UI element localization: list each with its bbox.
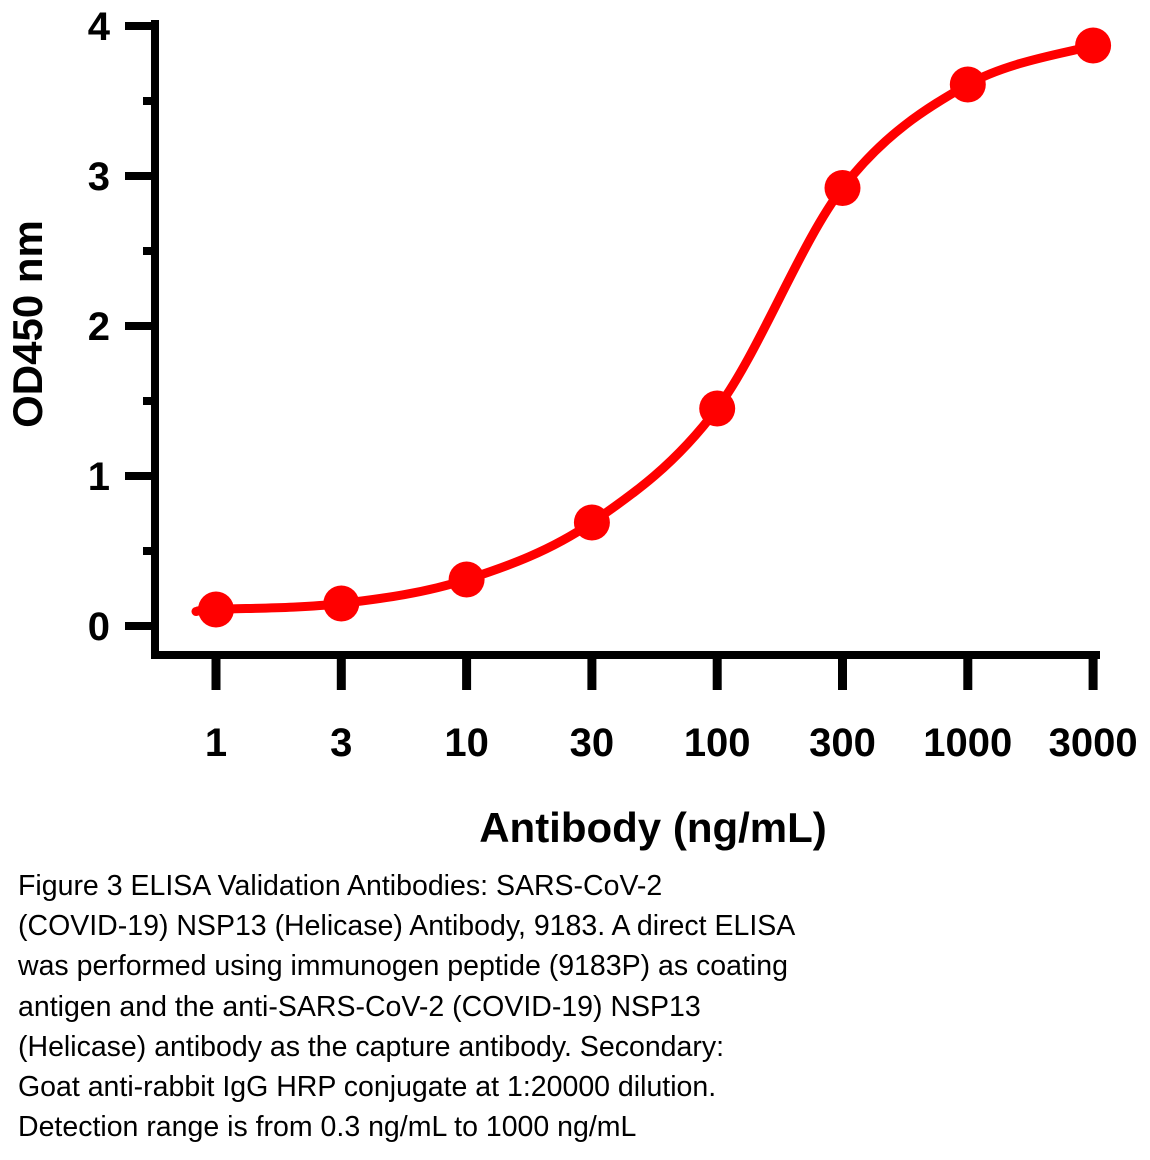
caption-line: (COVID-19) NSP13 (Helicase) Antibody, 91… [18, 910, 796, 943]
elisa-chart: 0 1 2 3 4 1 3 10 30 100 300 1000 3000 OD450 nm Anti… [4, 5, 1138, 851]
y-tick-label: 3 [88, 155, 110, 199]
data-point [699, 390, 736, 427]
data-point [573, 504, 610, 541]
x-tick-label: 30 [570, 721, 615, 765]
caption-line: antigen and the anti-SARS-CoV-2 (COVID-1… [18, 990, 701, 1023]
x-tick-label: 10 [444, 721, 489, 765]
y-ticks: 0 1 2 3 4 [88, 5, 155, 649]
data-points [198, 27, 1112, 628]
x-tick-label: 3000 [1049, 721, 1138, 765]
y-axis-title: OD450 nm [4, 220, 51, 428]
fit-curve [191, 41, 1098, 616]
x-tick-label: 1 [205, 721, 227, 765]
figure-caption: Figure 3 ELISA Validation Antibodies: SA… [18, 866, 1138, 1147]
caption-line: (Helicase) antibody as the capture antib… [18, 1030, 725, 1063]
x-ticks: 1 3 10 30 100 300 1000 3000 [205, 655, 1138, 765]
data-point [448, 561, 485, 598]
y-tick-label: 4 [88, 5, 111, 49]
data-point [198, 591, 234, 628]
caption-line: was performed using immunogen peptide (9… [18, 950, 788, 983]
data-point [949, 66, 986, 103]
y-tick-label: 1 [88, 455, 110, 499]
data-point [824, 170, 861, 206]
y-tick-label: 2 [88, 305, 110, 349]
x-tick-label: 1000 [923, 721, 1012, 765]
axes [151, 20, 1100, 659]
caption-line: Goat anti-rabbit IgG HRP conjugate at 1:… [18, 1071, 717, 1104]
y-tick-label: 0 [88, 605, 110, 649]
x-tick-label: 300 [809, 721, 876, 765]
x-tick-label: 100 [684, 721, 751, 765]
data-point [323, 585, 360, 622]
data-point [1075, 27, 1112, 64]
x-tick-label: 3 [330, 721, 352, 765]
caption-line: Figure 3 ELISA Validation Antibodies: SA… [18, 870, 663, 902]
x-axis-title: Antibody (ng/mL) [479, 804, 827, 851]
caption-line: Detection range is from 0.3 ng/mL to 100… [18, 1111, 637, 1144]
